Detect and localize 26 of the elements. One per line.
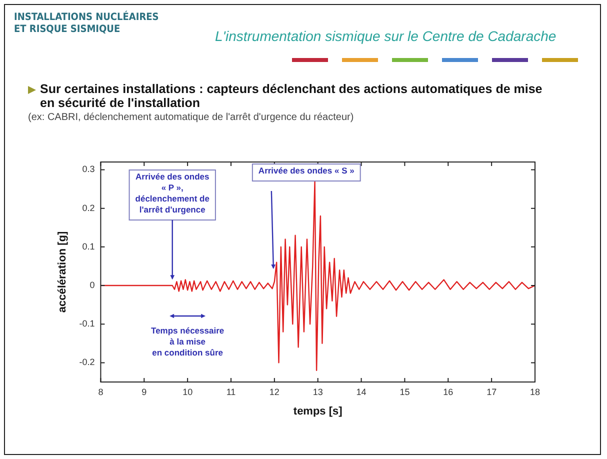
x-tick-label: 14 [356, 386, 366, 397]
x-tick-label: 17 [486, 386, 497, 397]
x-axis-title: temps [s] [293, 405, 343, 418]
y-tick-label: 0 [90, 280, 95, 290]
annotation: Arrivée des ondes « P », déclenchement de l'arrêt d'urgence [135, 172, 210, 215]
annotation: Arrivée des ondes « S » [258, 166, 355, 176]
x-tick-label: 9 [142, 386, 147, 397]
y-tick-label: 0.2 [82, 202, 95, 213]
x-tick-label: 18 [530, 386, 540, 397]
x-tick-label: 16 [443, 386, 454, 397]
y-tick-label: 0.3 [82, 164, 95, 174]
x-tick-label: 11 [226, 386, 236, 397]
x-tick-label: 10 [182, 386, 193, 397]
y-tick-label: 0.1 [82, 241, 95, 252]
x-tick-label: 13 [312, 386, 323, 397]
y-tick-label: -0.2 [79, 357, 95, 368]
y-tick-label: -0.1 [79, 318, 95, 329]
x-tick-label: 12 [269, 386, 280, 397]
y-axis-title: accélération [g] [56, 231, 69, 313]
chart-subtitle: Sur certaines installations : capteurs déclenchant des actions automatiques de mise en sécurité de l'installation [40, 82, 544, 110]
x-tick-label: 8 [98, 386, 104, 397]
text: INSTALLATIONS NUCLÉAIRES ET RISQUE SISMIQUE [14, 12, 159, 36]
x-tick-label: 15 [400, 386, 410, 397]
text: (ex: CABRI, déclenchement automatique de l'arrêt d'urgence du réacteur) [28, 112, 354, 123]
annotation: Temps nécessaire à la mise en condition sûre [151, 326, 224, 358]
chart-title: L'instrumentation sismique sur le Centre de Cadarache [215, 28, 556, 44]
